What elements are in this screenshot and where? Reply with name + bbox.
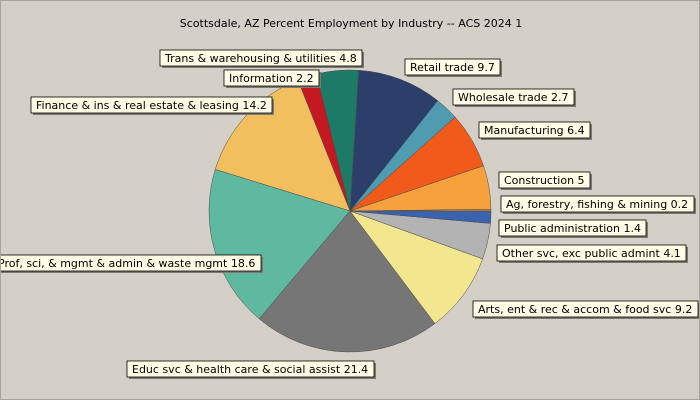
label-box bbox=[404, 58, 501, 76]
pie-label-text: Ag, forestry, fishing & mining 0.2 bbox=[506, 198, 688, 211]
label-box bbox=[478, 121, 591, 139]
pie-label-wholesale-trade-2-7: Wholesale trade 2.7 bbox=[452, 88, 576, 107]
pie-label-arts-ent-rec-accom-food-svc-9-2: Arts, ent & rec & accom & food svc 9.2 bbox=[472, 300, 699, 319]
label-box bbox=[1, 254, 262, 272]
pie-label-educ-svc-health-care-social-assist-21-4: Educ svc & health care & social assist 2… bbox=[126, 360, 376, 379]
pie-label-other-svc-exc-public-admint-4-1: Other svc, exc public admint 4.1 bbox=[496, 244, 688, 263]
label-box bbox=[159, 49, 363, 67]
pie-label-finance-ins-real-estate-leasing-14-2: Finance & ins & real estate & leasing 14… bbox=[30, 96, 274, 115]
label-box bbox=[126, 360, 375, 378]
pie-label-prof-sci-mgmt-admin-waste-mgmt-18-6: Prof, sci, & mgmt & admin & waste mgmt 1… bbox=[1, 254, 263, 273]
label-box bbox=[498, 171, 591, 189]
pie-label-manufacturing-6-4: Manufacturing 6.4 bbox=[478, 121, 592, 140]
pie-label-text: Trans & warehousing & utilities 4.8 bbox=[164, 52, 357, 65]
pie-label-construction-5: Construction 5 bbox=[498, 171, 592, 190]
pie-label-text: Retail trade 9.7 bbox=[410, 61, 495, 74]
pie-label-text: Finance & ins & real estate & leasing 14… bbox=[36, 99, 267, 112]
pie-label-public-administration-1-4: Public administration 1.4 bbox=[498, 219, 648, 238]
label-box bbox=[452, 88, 575, 106]
pie-slice-educ-svc-health-care-social-assist-21-4 bbox=[258, 210, 436, 353]
pie-slice-public-administration-1-4 bbox=[349, 210, 492, 224]
pie-label-text: Wholesale trade 2.7 bbox=[458, 91, 569, 104]
pie-label-text: Prof, sci, & mgmt & admin & waste mgmt 1… bbox=[1, 257, 255, 270]
pie-labels: Ag, forestry, fishing & mining 0.2 Constr… bbox=[1, 49, 699, 379]
pie-label-text: Construction 5 bbox=[504, 174, 585, 187]
label-box bbox=[223, 69, 320, 87]
pie-slices bbox=[208, 69, 492, 353]
pie-label-ag-forestry-fishing-mining-0-2: Ag, forestry, fishing & mining 0.2 bbox=[500, 195, 696, 214]
pie-label-text: Public administration 1.4 bbox=[504, 222, 641, 235]
pie-label-information-2-2: Information 2.2 bbox=[223, 69, 321, 88]
label-box bbox=[30, 96, 273, 114]
pie-slice-arts-ent-rec-accom-food-svc-9-2 bbox=[349, 210, 483, 324]
chart-title: Scottsdale, AZ Percent Employment by Ind… bbox=[180, 17, 522, 30]
pie-label-text: Other svc, exc public admint 4.1 bbox=[502, 247, 681, 260]
pie-slice-prof-sci-mgmt-admin-waste-mgmt-18-6 bbox=[208, 169, 351, 320]
pie-label-retail-trade-9-7: Retail trade 9.7 bbox=[404, 58, 502, 77]
label-box bbox=[500, 195, 695, 213]
pie-label-text: Information 2.2 bbox=[229, 72, 314, 85]
pie-label-text: Educ svc & health care & social assist 2… bbox=[132, 363, 368, 376]
label-box bbox=[496, 244, 687, 262]
label-box bbox=[498, 219, 647, 237]
pie-label-text: Arts, ent & rec & accom & food svc 9.2 bbox=[478, 303, 692, 316]
label-box bbox=[472, 300, 699, 318]
pie-label-text: Manufacturing 6.4 bbox=[484, 124, 585, 137]
pie-label-trans-warehousing-utilities-4-8: Trans & warehousing & utilities 4.8 bbox=[159, 49, 364, 68]
pie-slice-retail-trade-9-7 bbox=[349, 70, 439, 212]
